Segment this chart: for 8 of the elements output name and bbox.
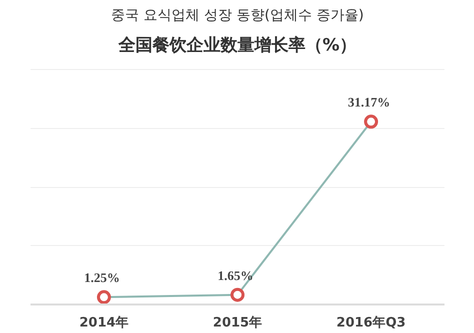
x-tick-label: 2015年 bbox=[212, 316, 262, 330]
data-label: 1.65% bbox=[218, 268, 254, 283]
data-label: 1.25% bbox=[84, 270, 120, 286]
x-tick-label: 2016年Q3 bbox=[336, 316, 406, 330]
x-tick-label: 2014年 bbox=[79, 316, 129, 330]
data-label: 31.17% bbox=[348, 94, 390, 110]
chart-subtitle: 全国餐饮企业数量增长率（%） bbox=[117, 36, 357, 56]
chart-title: 중국 요식업체 성장 동향(업체수 증가율) bbox=[111, 8, 364, 24]
